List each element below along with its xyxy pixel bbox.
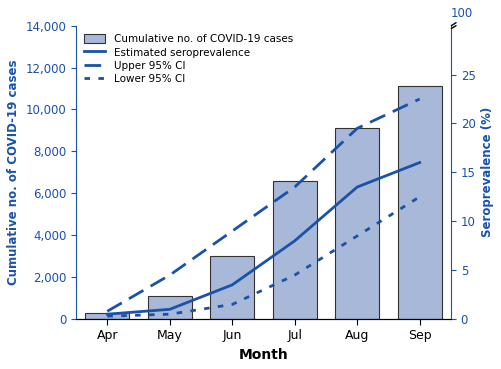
X-axis label: Month: Month [238,348,289,362]
Bar [398,86,441,319]
Text: 100: 100 [451,7,473,20]
Bar [86,313,129,319]
Bar [148,296,192,319]
Y-axis label: Seroprevalence (%): Seroprevalence (%) [481,107,494,238]
Y-axis label: Cumulative no. of COVID-19 cases: Cumulative no. of COVID-19 cases [7,60,20,285]
Bar [273,181,317,319]
Bar [210,256,254,319]
Bar [335,128,379,319]
Legend: Cumulative no. of COVID-19 cases, Estimated seroprevalence, Upper 95% CI, Lower : Cumulative no. of COVID-19 cases, Estima… [81,31,296,87]
